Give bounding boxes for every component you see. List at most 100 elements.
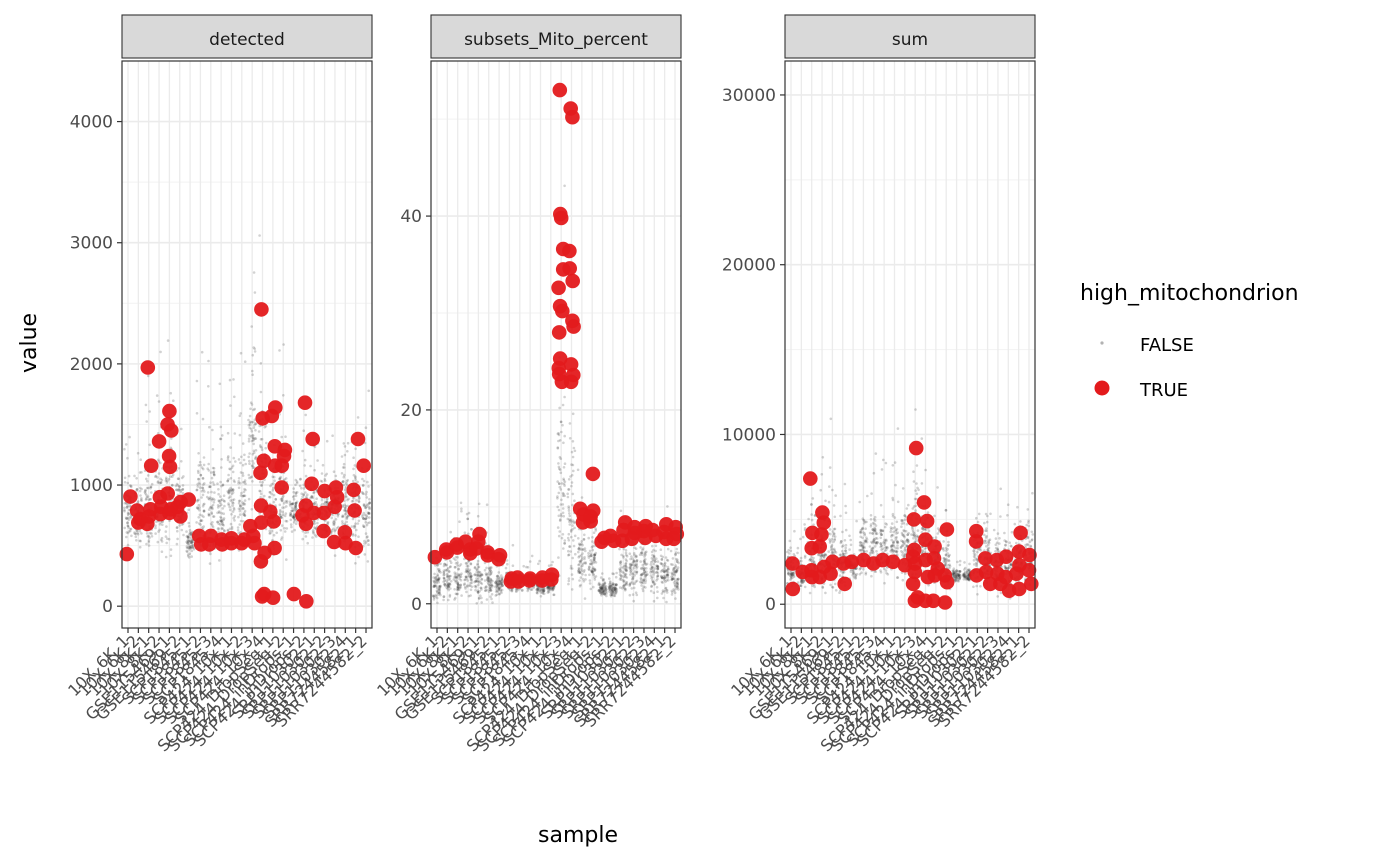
false-point bbox=[170, 437, 173, 440]
false-point bbox=[230, 525, 234, 529]
false-point bbox=[833, 582, 837, 586]
false-point bbox=[801, 535, 805, 539]
false-point bbox=[324, 501, 328, 504]
false-point bbox=[222, 524, 225, 527]
false-point bbox=[463, 585, 467, 589]
false-point bbox=[366, 535, 369, 538]
false-point bbox=[157, 458, 160, 462]
false-point bbox=[609, 594, 613, 598]
false-point bbox=[499, 579, 503, 583]
false-point bbox=[148, 410, 151, 413]
false-point bbox=[676, 582, 679, 586]
true-point bbox=[274, 458, 290, 474]
false-point bbox=[581, 573, 584, 576]
true-point bbox=[143, 458, 159, 474]
false-point bbox=[443, 577, 446, 581]
false-point bbox=[488, 573, 492, 577]
false-point bbox=[547, 589, 550, 593]
false-point bbox=[219, 425, 223, 429]
false-point bbox=[234, 460, 237, 463]
false-point bbox=[624, 581, 628, 585]
false-point bbox=[178, 488, 181, 492]
false-point bbox=[628, 566, 632, 570]
false-point bbox=[563, 184, 566, 188]
false-point bbox=[884, 461, 888, 465]
false-point bbox=[435, 578, 439, 581]
false-point bbox=[362, 524, 365, 527]
false-point bbox=[456, 585, 459, 589]
false-point bbox=[341, 520, 344, 523]
false-point bbox=[623, 583, 626, 587]
false-point bbox=[567, 553, 570, 557]
false-point bbox=[891, 541, 895, 545]
false-point bbox=[516, 588, 520, 592]
false-point bbox=[127, 526, 130, 529]
false-point bbox=[279, 510, 282, 513]
false-point bbox=[631, 576, 635, 579]
false-point bbox=[824, 499, 827, 503]
false-point bbox=[577, 542, 581, 546]
false-point bbox=[591, 569, 594, 573]
false-point bbox=[599, 590, 603, 593]
false-point bbox=[631, 557, 634, 560]
false-point bbox=[228, 467, 231, 471]
false-point bbox=[915, 492, 919, 496]
false-point bbox=[625, 566, 629, 569]
false-point bbox=[622, 554, 625, 558]
false-point bbox=[197, 477, 201, 481]
false-point bbox=[258, 480, 262, 484]
false-point bbox=[466, 517, 470, 521]
false-point bbox=[187, 556, 191, 559]
false-point bbox=[284, 512, 288, 515]
false-point bbox=[624, 564, 627, 568]
false-point bbox=[187, 525, 191, 528]
false-point bbox=[803, 554, 807, 558]
false-point bbox=[478, 579, 481, 583]
true-point bbox=[173, 509, 188, 524]
false-point bbox=[601, 590, 605, 594]
false-point bbox=[252, 449, 256, 453]
false-point bbox=[350, 525, 354, 528]
false-point bbox=[489, 579, 493, 582]
false-point bbox=[952, 572, 956, 575]
true-point bbox=[491, 551, 506, 567]
false-point bbox=[499, 590, 503, 593]
false-point bbox=[242, 507, 245, 511]
false-point bbox=[591, 545, 594, 548]
false-point bbox=[469, 581, 472, 585]
false-point bbox=[491, 601, 494, 604]
false-point bbox=[291, 502, 295, 506]
false-point bbox=[655, 586, 659, 589]
false-point bbox=[590, 546, 594, 549]
false-point bbox=[584, 549, 587, 553]
false-point bbox=[434, 575, 438, 579]
false-point bbox=[495, 587, 498, 591]
false-point bbox=[191, 545, 195, 548]
false-point bbox=[893, 526, 897, 529]
true-point bbox=[123, 489, 138, 504]
false-point bbox=[442, 573, 446, 577]
false-point bbox=[827, 500, 831, 504]
false-point bbox=[476, 563, 479, 567]
false-point bbox=[210, 505, 214, 508]
false-point bbox=[126, 524, 130, 528]
false-point bbox=[612, 594, 616, 597]
false-point bbox=[294, 494, 298, 498]
false-point bbox=[365, 496, 369, 499]
false-point bbox=[138, 489, 142, 493]
false-point bbox=[199, 519, 202, 523]
true-point bbox=[562, 261, 577, 276]
false-point bbox=[602, 579, 605, 582]
false-point bbox=[936, 486, 939, 489]
y-tick-label: 3000 bbox=[70, 234, 113, 254]
false-point bbox=[629, 573, 632, 576]
false-point bbox=[341, 522, 344, 525]
false-point bbox=[244, 482, 247, 486]
false-point bbox=[281, 510, 285, 514]
false-point bbox=[210, 524, 214, 527]
false-point bbox=[579, 571, 582, 575]
false-point bbox=[489, 568, 492, 572]
false-point bbox=[591, 571, 595, 574]
false-point bbox=[130, 534, 133, 538]
true-point bbox=[328, 480, 344, 495]
